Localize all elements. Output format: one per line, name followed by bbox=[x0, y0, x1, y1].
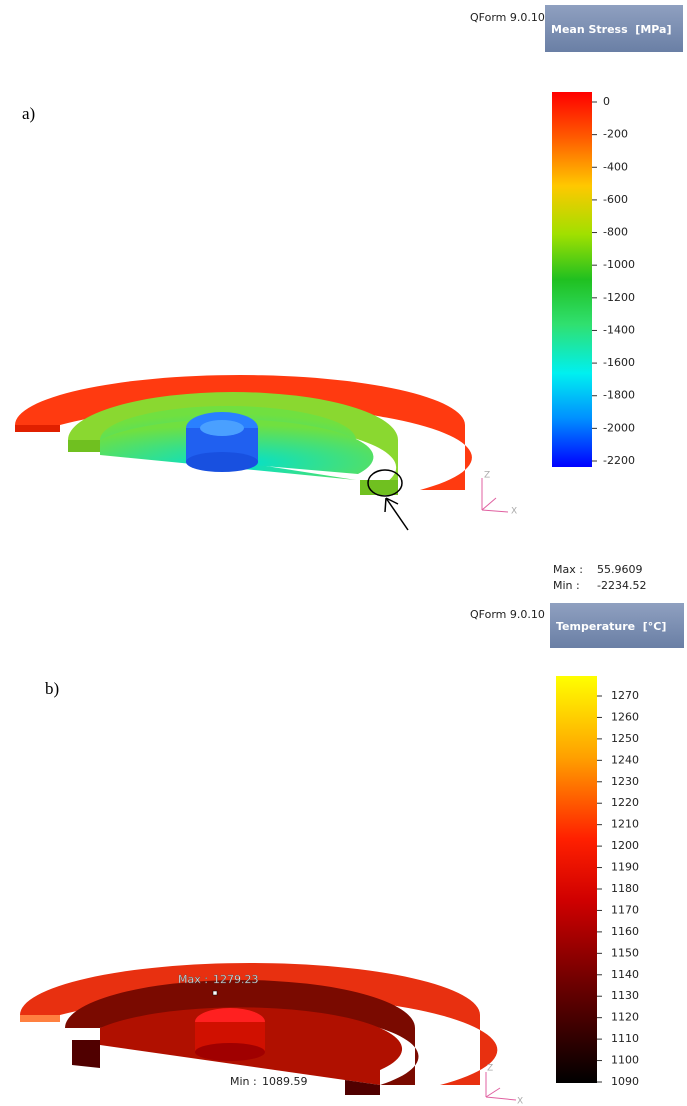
tick-label: 1140 bbox=[611, 968, 639, 981]
tick-label: -800 bbox=[603, 226, 628, 239]
tick-label: -200 bbox=[603, 128, 628, 141]
tick-label: -2000 bbox=[603, 421, 635, 434]
tick-label: 1250 bbox=[611, 732, 639, 745]
tick-label: 1110 bbox=[611, 1032, 639, 1045]
tick-label: 1260 bbox=[611, 710, 639, 723]
tick-label: 1210 bbox=[611, 818, 639, 831]
min-value: -2234.52 bbox=[597, 579, 646, 592]
colorbar bbox=[552, 92, 592, 467]
min-label: Min : bbox=[230, 1075, 257, 1088]
min-label: Min : bbox=[553, 579, 580, 592]
axis-label: Z bbox=[487, 1064, 493, 1074]
tick-label: -1000 bbox=[603, 258, 635, 271]
max-label: Max : bbox=[553, 563, 583, 576]
tick-label: -1200 bbox=[603, 291, 635, 304]
part bbox=[15, 375, 472, 530]
panel-label: b) bbox=[45, 679, 59, 698]
colorbar bbox=[556, 676, 597, 1083]
part bbox=[20, 963, 497, 1095]
tick-label: 1270 bbox=[611, 689, 639, 702]
legend-title: Temperature [°C] bbox=[556, 620, 666, 633]
panel-label: a) bbox=[22, 104, 35, 123]
axis-gizmo: Z X bbox=[482, 471, 517, 517]
max-value: 1279.23 bbox=[213, 973, 259, 986]
tick-label: 1170 bbox=[611, 903, 639, 916]
tick-label: -1600 bbox=[603, 356, 635, 369]
tick-label: 1240 bbox=[611, 753, 639, 766]
tick-label: -400 bbox=[603, 160, 628, 173]
axis-label: X bbox=[517, 1097, 523, 1106]
tick-label: 1100 bbox=[611, 1054, 639, 1067]
min-value: 1089.59 bbox=[262, 1075, 308, 1088]
legend-title: Mean Stress [MPa] bbox=[551, 23, 672, 36]
tick-label: 1150 bbox=[611, 946, 639, 959]
tick-label: 1160 bbox=[611, 925, 639, 938]
max-value: 55.9609 bbox=[597, 563, 643, 576]
axis-gizmo: Z X bbox=[486, 1064, 523, 1106]
panel-a: QForm 9.0.10 Mean Stress [MPa] a) Z X Ma… bbox=[15, 5, 683, 592]
axis-label: Z bbox=[484, 471, 490, 481]
tick-label: -1400 bbox=[603, 323, 635, 336]
tick-label: 0 bbox=[603, 95, 610, 108]
tick-label: -600 bbox=[603, 193, 628, 206]
axis-label: X bbox=[511, 507, 517, 517]
tick-label: 1220 bbox=[611, 796, 639, 809]
figure: QForm 9.0.10 Mean Stress [MPa] a) Z X Ma… bbox=[0, 0, 687, 1106]
tick-label: -2200 bbox=[603, 454, 635, 467]
tick-label: 1090 bbox=[611, 1075, 639, 1088]
tick-label: 1200 bbox=[611, 839, 639, 852]
max-label: Max : bbox=[178, 973, 208, 986]
tick-label: 1180 bbox=[611, 882, 639, 895]
tick-label: 1130 bbox=[611, 989, 639, 1002]
software-label: QForm 9.0.10 bbox=[470, 11, 545, 24]
tick-label: 1190 bbox=[611, 861, 639, 874]
panel-b: QForm 9.0.10 Temperature [°C] b) Z X Max… bbox=[20, 603, 684, 1106]
tick-label: 1230 bbox=[611, 775, 639, 788]
tick-label: -1800 bbox=[603, 389, 635, 402]
tick-label: 1120 bbox=[611, 1011, 639, 1024]
software-label: QForm 9.0.10 bbox=[470, 608, 545, 621]
